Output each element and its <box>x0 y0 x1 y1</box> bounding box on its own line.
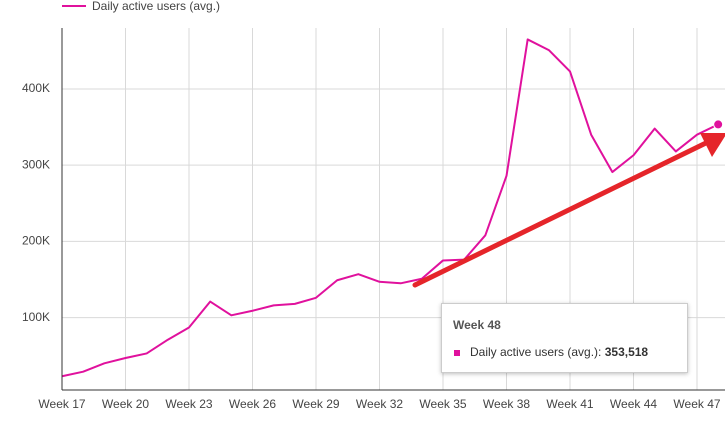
tooltip-value: 353,518 <box>604 345 649 359</box>
plot <box>61 38 724 378</box>
x-tick-label: Week 26 <box>229 397 276 411</box>
tooltip-row: Daily active users (avg.): 353,518 <box>470 345 648 359</box>
y-tick-label: 300K <box>22 157 50 171</box>
x-tick-label: Week 44 <box>610 397 657 411</box>
x-tick-label: Week 17 <box>38 397 85 411</box>
line <box>61 38 719 378</box>
tooltip: Week 48 Daily active users (avg.): 353,5… <box>441 303 688 373</box>
x-tick-label: Week 20 <box>102 397 149 411</box>
y-tick-label: 400K <box>22 81 50 95</box>
y-tick-label: 100K <box>22 310 50 324</box>
highlight-point <box>713 119 724 130</box>
annotation-arrow <box>412 133 725 288</box>
x-tick-label: Week 41 <box>546 397 593 411</box>
tooltip-title: Week 48 <box>453 318 501 332</box>
tooltip-swatch <box>454 350 460 356</box>
legend-label: Daily active users (avg.) <box>92 0 220 13</box>
x-tick-label: Week 32 <box>356 397 403 411</box>
x-tick-label: Week 23 <box>165 397 212 411</box>
x-tick-label: Week 38 <box>483 397 530 411</box>
x-tick-label: Week 35 <box>419 397 466 411</box>
x-tick-label: Week 29 <box>292 397 339 411</box>
y-tick-label: 200K <box>22 234 50 248</box>
tooltip-label: Daily active users (avg.): <box>470 345 602 359</box>
x-tick-label: Week 47 <box>673 397 720 411</box>
